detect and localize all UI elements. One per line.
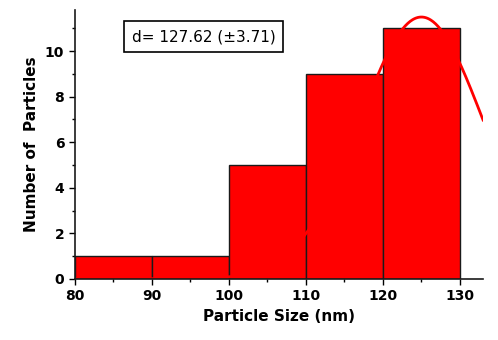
Bar [229,165,306,279]
X-axis label: Particle Size (nm): Particle Size (nm) [203,309,355,324]
Bar [306,74,383,279]
Y-axis label: Number of  Particles: Number of Particles [24,57,39,232]
Bar [383,29,460,279]
Bar [75,256,152,279]
Text: d= 127.62 (±3.71): d= 127.62 (±3.71) [132,29,275,44]
Bar [152,256,229,279]
